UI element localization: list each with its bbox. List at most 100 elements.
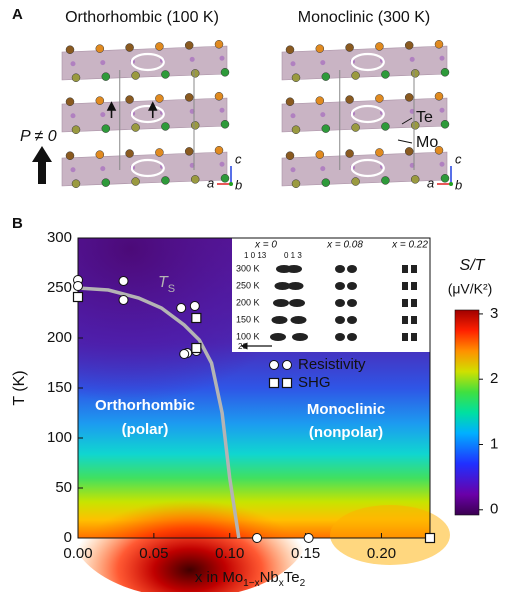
- diffraction-spot: [347, 316, 357, 324]
- x-tick-label: 0.15: [291, 545, 320, 562]
- axis-b: [449, 182, 453, 186]
- atom-te: [72, 126, 80, 134]
- diffraction-spot: [272, 316, 288, 324]
- inset-temperature: 150 K: [236, 314, 260, 324]
- panel-title: Orthorhombic (100 K): [65, 9, 219, 26]
- atom-te: [102, 125, 110, 133]
- diffraction-spot: [288, 282, 304, 290]
- atom-te: [375, 148, 383, 156]
- atom-te: [215, 92, 223, 100]
- pointer: [398, 140, 412, 143]
- y-tick-label: 300: [47, 229, 72, 246]
- y-tick-label: 100: [47, 429, 72, 446]
- inset-temperature: 200 K: [236, 297, 260, 307]
- atom-te: [441, 120, 449, 128]
- phase-label: Monoclinic: [307, 401, 385, 418]
- slab: [62, 46, 227, 80]
- inset-axis-label: 2θ: [238, 342, 247, 351]
- point: [119, 296, 128, 305]
- atom-mo: [291, 113, 296, 118]
- diffraction-spot: [411, 282, 417, 290]
- atom-mo: [320, 166, 325, 171]
- atom-te: [411, 175, 419, 183]
- atom-te: [346, 96, 354, 104]
- atom-te: [381, 122, 389, 130]
- atom-te: [322, 125, 330, 133]
- atom-te: [155, 42, 163, 50]
- y-tick-label: 0: [64, 529, 72, 546]
- atom-te: [316, 45, 324, 53]
- atom-mo: [440, 56, 445, 61]
- axis-label: b: [235, 177, 242, 192]
- atom-mo: [100, 112, 105, 117]
- atom-te: [191, 69, 199, 77]
- atom-mo: [320, 112, 325, 117]
- atom-te: [435, 92, 443, 100]
- atom-te: [185, 93, 193, 101]
- legend-label: SHG: [298, 374, 331, 391]
- diffraction-spot: [411, 333, 417, 341]
- axis-label: a: [207, 175, 214, 190]
- diffraction-spot: [273, 299, 289, 307]
- atom-te: [381, 70, 389, 78]
- diffraction-spot: [347, 282, 357, 290]
- inset-column-label: x = 0: [254, 240, 277, 251]
- atom-te: [346, 150, 354, 158]
- diffraction-spot: [347, 333, 357, 341]
- atom-te: [375, 94, 383, 102]
- atom-mo: [220, 56, 225, 61]
- inset-peak-label: 1 0 13: [244, 251, 267, 260]
- point: [426, 534, 435, 543]
- atom-mo: [320, 60, 325, 65]
- colorbar-unit: (μV/K²): [448, 281, 493, 297]
- x-tick-label: 0.20: [367, 545, 396, 562]
- x-axis-label-part: 2: [300, 578, 306, 589]
- atom-mo: [291, 167, 296, 172]
- atom-te: [352, 178, 360, 186]
- panel-label: B: [12, 215, 23, 232]
- atom-te: [381, 176, 389, 184]
- diffraction-spot: [291, 316, 307, 324]
- y-tick-label: 250: [47, 279, 72, 296]
- inset-temperature: 100 K: [236, 331, 260, 341]
- diffraction-spot: [335, 299, 345, 307]
- panel-title: Monoclinic (300 K): [298, 9, 431, 26]
- colorbar: [455, 310, 479, 515]
- point: [74, 282, 83, 291]
- atom-te: [352, 72, 360, 80]
- atom-mo: [71, 167, 76, 172]
- atom-mo: [100, 60, 105, 65]
- atom-te: [411, 69, 419, 77]
- atom-te: [102, 73, 110, 81]
- atom-te: [286, 98, 294, 106]
- atom-te: [441, 174, 449, 182]
- atom-te: [215, 40, 223, 48]
- panel-label: A: [12, 6, 23, 23]
- point: [304, 534, 313, 543]
- inset: x = 0x = 0.08x = 0.221 0 130 1 3300 K250…: [232, 238, 430, 352]
- atom-te: [322, 73, 330, 81]
- x-tick-label: 0.00: [63, 545, 92, 562]
- point: [192, 314, 201, 323]
- atom-te: [221, 68, 229, 76]
- atom-te: [191, 175, 199, 183]
- diffraction-spot: [411, 265, 417, 273]
- diffraction-spot: [402, 265, 408, 273]
- atom-te: [96, 45, 104, 53]
- atom-te: [221, 174, 229, 182]
- atom-te: [96, 151, 104, 159]
- atom-te: [126, 44, 134, 52]
- atom-label: Te: [416, 109, 433, 126]
- y-axis-label: T (K): [11, 370, 28, 405]
- atom-te: [352, 124, 360, 132]
- diffraction-spot: [347, 299, 357, 307]
- atom-te: [435, 40, 443, 48]
- atom-te: [346, 44, 354, 52]
- diffraction-spot: [292, 333, 308, 341]
- point: [180, 350, 189, 359]
- atom-te: [322, 179, 330, 187]
- atom-te: [375, 42, 383, 50]
- atom-te: [96, 97, 104, 105]
- colorbar-tick-label: 0: [490, 501, 498, 518]
- axis-label: a: [427, 175, 434, 190]
